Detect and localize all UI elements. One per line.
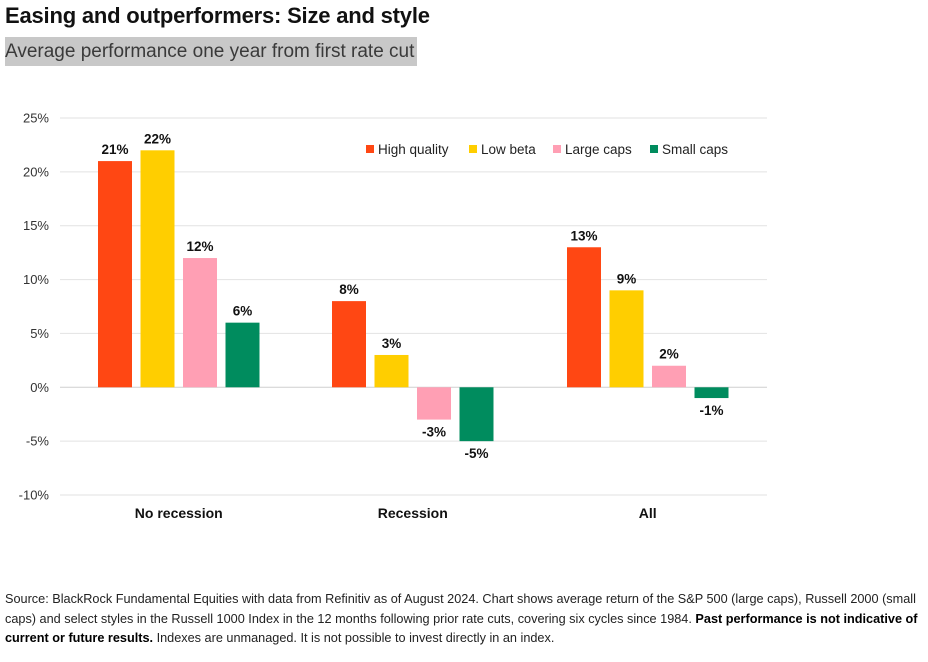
footnote-text: Source: BlackRock Fundamental Equities w… <box>5 592 916 626</box>
data-labels: 21% 22% 12% 6% 8% 3% -3% -5% 13% 9% 2% -1% <box>101 131 723 461</box>
bar <box>332 301 366 388</box>
y-tick-label: -5% <box>26 434 50 449</box>
y-tick-label: -10% <box>19 488 50 503</box>
bar <box>98 161 132 388</box>
legend-entry: High quality <box>378 142 449 157</box>
data-label: 8% <box>339 282 359 297</box>
y-axis: 25% 20% 15% 10% 5% 0% -5% -10% <box>19 111 50 503</box>
data-label: 3% <box>382 336 402 351</box>
y-tick-label: 5% <box>30 326 49 341</box>
legend-swatch <box>469 145 477 153</box>
data-label: 21% <box>101 142 128 157</box>
bars <box>98 150 729 442</box>
bar <box>609 290 644 388</box>
bar <box>417 387 451 420</box>
gridlines <box>60 117 767 496</box>
y-tick-label: 15% <box>23 218 49 233</box>
data-label: 9% <box>617 271 637 286</box>
y-tick-label: 0% <box>30 380 49 395</box>
data-label: 12% <box>186 239 213 254</box>
legend-entry: Low beta <box>481 142 536 157</box>
data-label: 13% <box>570 228 597 243</box>
footnote-disclaimer: Past performance is not indicative of cu… <box>5 611 918 646</box>
data-label: 6% <box>233 304 253 319</box>
bar-chart: 25% 20% 15% 10% 5% 0% -5% -10% 21% 22% 12% 6% 8% 3% -… <box>19 111 767 550</box>
data-label: -1% <box>699 403 723 418</box>
bar <box>140 150 175 388</box>
category-label: No recession <box>135 505 223 521</box>
legend: High quality Low beta Large caps Small caps <box>366 142 728 157</box>
bar <box>459 387 494 442</box>
category-label: All <box>639 505 657 521</box>
chart-title: Easing and outperformers: Size and style <box>5 3 430 28</box>
y-tick-label: 20% <box>23 164 49 179</box>
legend-swatch <box>553 145 561 153</box>
bar <box>183 258 217 388</box>
y-tick-label: 25% <box>23 111 49 126</box>
data-label: 2% <box>659 347 679 362</box>
legend-entry: Small caps <box>662 142 728 157</box>
plot-area-background <box>60 118 767 550</box>
category-label: Recession <box>378 505 448 521</box>
x-axis: No recession Recession All <box>135 505 657 521</box>
data-label: -3% <box>422 425 446 440</box>
bar <box>652 365 686 388</box>
legend-swatch <box>650 145 658 153</box>
source-footnote: Source: BlackRock Fundamental Equities w… <box>5 590 920 649</box>
legend-entry: Large caps <box>565 142 632 157</box>
data-label: -5% <box>464 446 488 461</box>
chart-subtitle: Average performance one year from first … <box>5 37 418 66</box>
legend-swatch <box>366 145 374 153</box>
bar <box>567 247 601 388</box>
footnote-tail: Indexes are unmanaged. It is not possibl… <box>153 631 555 645</box>
bar <box>694 387 729 399</box>
bar <box>374 354 409 388</box>
data-label: 22% <box>144 131 171 146</box>
bar <box>225 322 260 388</box>
y-tick-label: 10% <box>23 272 49 287</box>
